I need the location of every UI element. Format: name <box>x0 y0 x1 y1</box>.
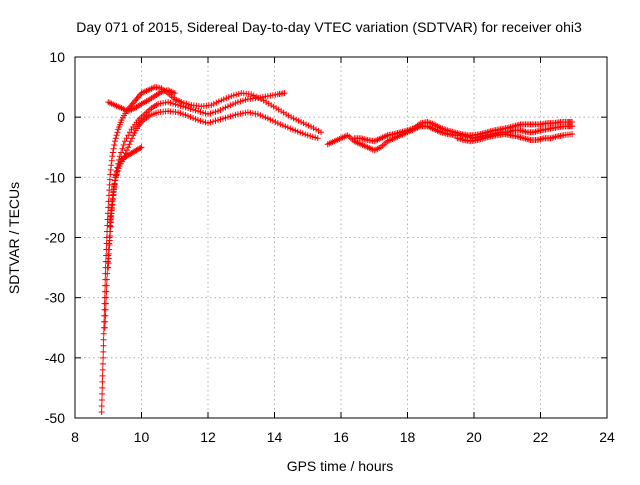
data-point <box>103 294 110 301</box>
axis-labels: Day 071 of 2015, Sidereal Day-to-day VTE… <box>6 19 582 474</box>
series-track-a <box>98 84 325 415</box>
x-tick-label: 8 <box>71 429 79 445</box>
data-point <box>100 336 107 343</box>
series-track-e <box>105 87 178 115</box>
x-axis-title: GPS time / hours <box>287 458 394 474</box>
data-point <box>314 135 321 142</box>
data-points <box>98 84 576 415</box>
data-point <box>121 138 128 145</box>
y-tick-label: 0 <box>57 109 65 125</box>
data-point <box>104 270 111 277</box>
data-point <box>119 145 126 152</box>
y-tick-label: -30 <box>45 290 65 306</box>
data-point <box>120 141 127 148</box>
y-tick-label: -20 <box>45 230 65 246</box>
data-point <box>126 129 133 136</box>
data-point <box>102 318 109 325</box>
data-point <box>101 324 108 331</box>
data-point <box>121 153 128 160</box>
y-tick-label: -10 <box>45 169 65 185</box>
y-tick-label: 10 <box>49 49 65 65</box>
data-point <box>171 90 178 97</box>
data-point <box>99 378 106 385</box>
data-point <box>125 144 132 151</box>
data-point <box>569 118 576 125</box>
data-point <box>99 372 106 379</box>
x-tick-label: 24 <box>599 429 615 445</box>
data-point <box>98 396 105 403</box>
data-point <box>99 384 106 391</box>
data-point <box>128 135 135 142</box>
x-tick-label: 18 <box>400 429 416 445</box>
data-point <box>99 390 106 397</box>
data-point <box>137 145 144 152</box>
data-point <box>569 131 576 138</box>
data-point <box>98 408 105 415</box>
axes: 8 10 12 14 16 18 20 22 24 10 0 -10 -20 -30 -40 -50 <box>45 49 615 445</box>
data-point <box>127 138 134 145</box>
plot-frame <box>74 56 608 419</box>
x-tick-label: 20 <box>466 429 482 445</box>
x-tick-label: 14 <box>267 429 283 445</box>
y-tick-label: -50 <box>45 410 65 426</box>
series-track-g <box>351 118 576 145</box>
data-point <box>109 149 116 156</box>
x-tick-label: 22 <box>533 429 549 445</box>
data-point <box>281 90 288 97</box>
series-track-b <box>101 90 288 331</box>
y-axis-title: SDTVAR / TECUs <box>6 182 22 294</box>
chart-title: Day 071 of 2015, Sidereal Day-to-day VTE… <box>76 19 582 35</box>
data-point <box>99 366 106 373</box>
x-tick-label: 10 <box>134 429 150 445</box>
data-point <box>102 312 109 319</box>
data-point <box>103 282 110 289</box>
y-tick-label: -40 <box>45 350 65 366</box>
grid-lines <box>75 57 607 418</box>
data-point <box>122 150 129 157</box>
data-point <box>112 135 119 142</box>
data-point <box>100 342 107 349</box>
data-point <box>100 354 107 361</box>
data-point <box>123 135 130 142</box>
data-point <box>114 129 121 136</box>
data-point <box>103 276 110 283</box>
x-tick-label: 16 <box>333 429 349 445</box>
data-point <box>138 144 145 151</box>
data-point <box>98 402 105 409</box>
data-point <box>99 360 106 367</box>
data-point <box>111 138 118 145</box>
data-point <box>106 176 113 183</box>
data-point <box>318 129 325 136</box>
series-track-d <box>106 108 321 229</box>
data-point <box>111 141 118 148</box>
data-point <box>118 149 125 156</box>
data-point <box>102 300 109 307</box>
data-point <box>100 348 107 355</box>
series-track-h <box>454 131 576 145</box>
data-point <box>120 156 127 163</box>
data-point <box>106 187 113 194</box>
data-point <box>103 288 110 295</box>
data-point <box>113 132 120 139</box>
data-point <box>102 306 109 313</box>
data-point <box>109 153 116 160</box>
data-point <box>123 147 130 154</box>
data-point <box>126 141 133 148</box>
data-point <box>110 145 117 152</box>
data-point <box>100 330 107 337</box>
x-tick-label: 12 <box>200 429 216 445</box>
